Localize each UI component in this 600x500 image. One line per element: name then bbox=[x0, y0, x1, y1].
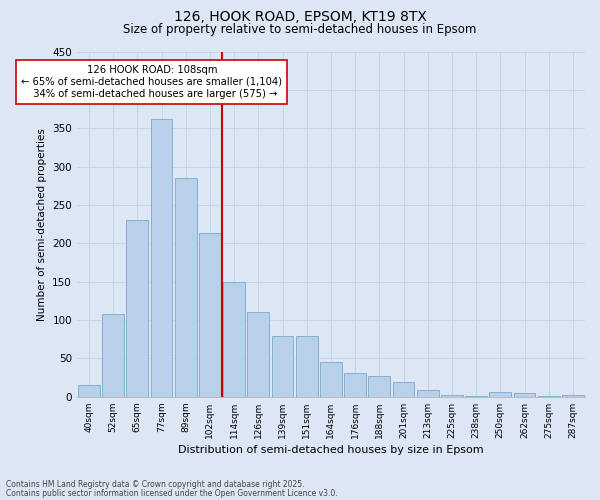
Bar bbox=[151, 119, 172, 397]
Bar bbox=[514, 393, 535, 397]
Bar bbox=[272, 336, 293, 397]
Bar bbox=[127, 220, 148, 397]
Text: Contains public sector information licensed under the Open Government Licence v3: Contains public sector information licen… bbox=[6, 488, 338, 498]
Bar bbox=[296, 336, 317, 397]
Text: 126 HOOK ROAD: 108sqm
← 65% of semi-detached houses are smaller (1,104)
  34% of: 126 HOOK ROAD: 108sqm ← 65% of semi-deta… bbox=[22, 66, 283, 98]
Bar bbox=[465, 396, 487, 397]
Bar bbox=[368, 376, 390, 397]
Text: Contains HM Land Registry data © Crown copyright and database right 2025.: Contains HM Land Registry data © Crown c… bbox=[6, 480, 305, 489]
Y-axis label: Number of semi-detached properties: Number of semi-detached properties bbox=[37, 128, 47, 320]
X-axis label: Distribution of semi-detached houses by size in Epsom: Distribution of semi-detached houses by … bbox=[178, 445, 484, 455]
Bar bbox=[441, 394, 463, 397]
Bar bbox=[247, 312, 269, 397]
Bar bbox=[223, 282, 245, 397]
Bar bbox=[78, 386, 100, 397]
Bar bbox=[417, 390, 439, 397]
Bar bbox=[320, 362, 342, 397]
Bar bbox=[102, 314, 124, 397]
Bar bbox=[344, 373, 366, 397]
Bar bbox=[490, 392, 511, 397]
Text: Size of property relative to semi-detached houses in Epsom: Size of property relative to semi-detach… bbox=[124, 22, 476, 36]
Text: 126, HOOK ROAD, EPSOM, KT19 8TX: 126, HOOK ROAD, EPSOM, KT19 8TX bbox=[173, 10, 427, 24]
Bar bbox=[392, 382, 415, 397]
Bar bbox=[538, 396, 560, 397]
Bar bbox=[199, 234, 221, 397]
Bar bbox=[562, 396, 584, 397]
Bar bbox=[175, 178, 197, 397]
